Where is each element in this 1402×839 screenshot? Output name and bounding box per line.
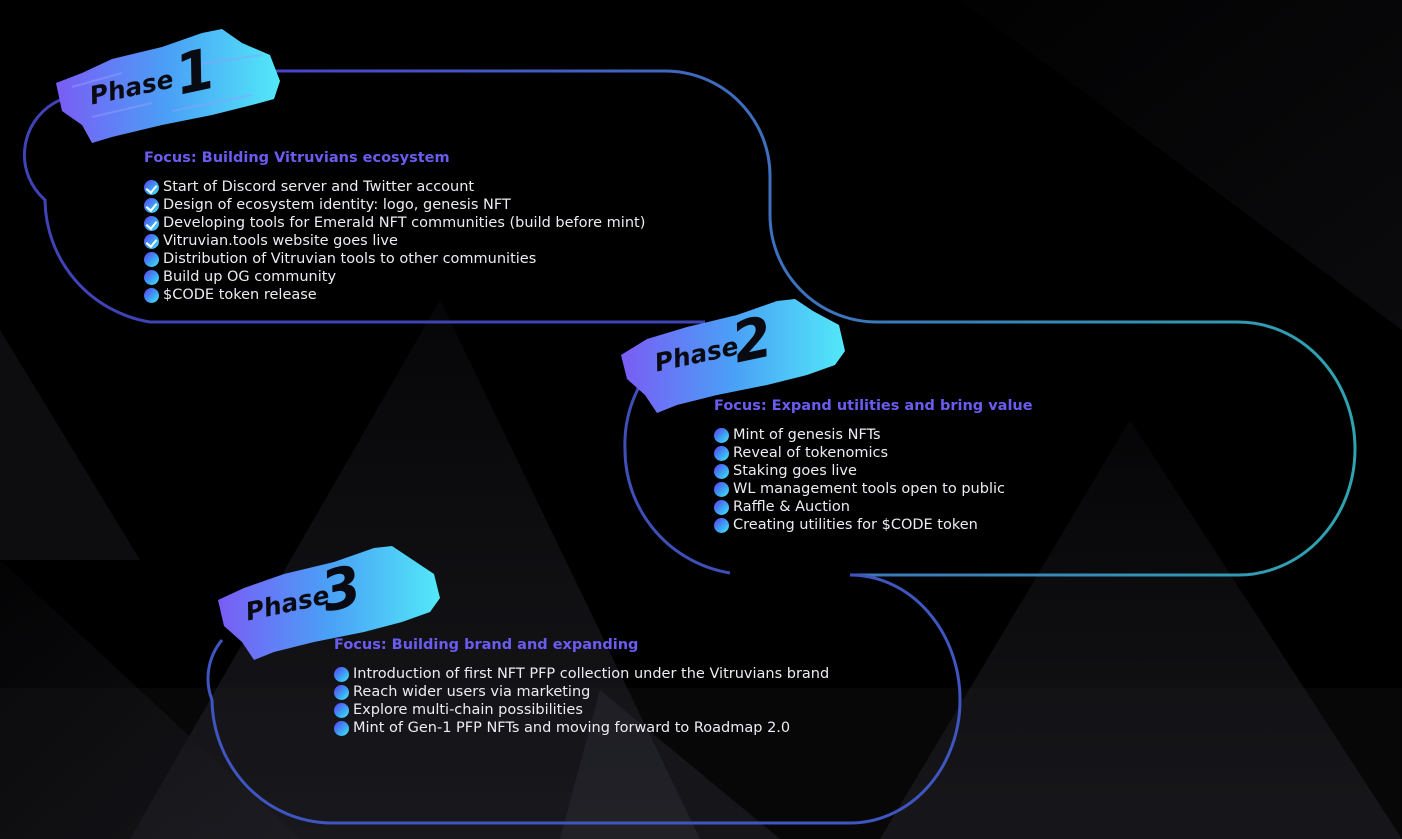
list-item: Developing tools for Emerald NFT communi… bbox=[144, 214, 645, 232]
list-item-text: Creating utilities for $CODE token bbox=[733, 517, 978, 533]
list-item: Staking goes live bbox=[714, 462, 1033, 480]
list-item-text: Raffle & Auction bbox=[733, 499, 850, 515]
list-item-text: Explore multi-chain possibilities bbox=[353, 702, 583, 718]
list-item: Build up OG community bbox=[144, 268, 645, 286]
bullet-dot-icon bbox=[334, 666, 349, 682]
list-item-text: Design of ecosystem identity: logo, gene… bbox=[163, 197, 511, 213]
list-item: Reveal of tokenomics bbox=[714, 444, 1033, 462]
list-item: Start of Discord server and Twitter acco… bbox=[144, 178, 645, 196]
list-item: Design of ecosystem identity: logo, gene… bbox=[144, 196, 645, 214]
list-item: Reach wider users via marketing bbox=[334, 683, 829, 701]
bullet-dot-icon bbox=[714, 499, 729, 515]
check-circle-icon bbox=[144, 215, 159, 231]
phase-1-list: Start of Discord server and Twitter acco… bbox=[144, 178, 645, 304]
list-item-text: Reach wider users via marketing bbox=[353, 684, 591, 700]
list-item-text: Developing tools for Emerald NFT communi… bbox=[163, 215, 646, 231]
bullet-dot-icon bbox=[714, 463, 729, 479]
list-item-text: Introduction of first NFT PFP collection… bbox=[353, 666, 830, 682]
list-item-text: Build up OG community bbox=[163, 269, 337, 285]
bullet-dot-icon bbox=[334, 720, 349, 736]
phase-1-focus: Focus: Building Vitruvians ecosystem bbox=[144, 150, 450, 166]
bullet-dot-icon bbox=[144, 269, 159, 285]
list-item-text: Distribution of Vitruvian tools to other… bbox=[163, 251, 537, 267]
list-item-text: Start of Discord server and Twitter acco… bbox=[163, 179, 475, 195]
phase-2-focus: Focus: Expand utilities and bring value bbox=[714, 398, 1033, 414]
brush-stroke-icon bbox=[621, 299, 845, 413]
phase-1-section: Focus: Building Vitruvians ecosystem Sta… bbox=[144, 150, 645, 304]
phase-3-section: Focus: Building brand and expanding Intr… bbox=[334, 637, 829, 737]
list-item: Introduction of first NFT PFP collection… bbox=[334, 665, 829, 683]
phase-1-badge: Phase 1 bbox=[52, 25, 284, 145]
brush-stroke-icon bbox=[218, 546, 440, 660]
list-item: Distribution of Vitruvian tools to other… bbox=[144, 250, 645, 268]
phase-3-focus: Focus: Building brand and expanding bbox=[334, 637, 639, 653]
list-item: Mint of Gen-1 PFP NFTs and moving forwar… bbox=[334, 719, 829, 737]
list-item: Mint of genesis NFTs bbox=[714, 426, 1033, 444]
list-item: Raffle & Auction bbox=[714, 498, 1033, 516]
phase-2-list: Mint of genesis NFTs Reveal of tokenomics… bbox=[714, 426, 1033, 534]
list-item: WL management tools open to public bbox=[714, 480, 1033, 498]
bullet-dot-icon bbox=[334, 702, 349, 718]
list-item-text: Reveal of tokenomics bbox=[733, 445, 889, 461]
bullet-dot-icon bbox=[144, 251, 159, 267]
list-item-text: Mint of Gen-1 PFP NFTs and moving forwar… bbox=[353, 720, 791, 736]
list-item: Vitruvian.tools website goes live bbox=[144, 232, 645, 250]
bullet-dot-icon bbox=[714, 517, 729, 533]
phase-2-section: Focus: Expand utilities and bring value … bbox=[714, 398, 1033, 534]
bullet-dot-icon bbox=[714, 481, 729, 497]
bullet-dot-icon bbox=[714, 445, 729, 461]
list-item: $CODE token release bbox=[144, 286, 645, 304]
bullet-dot-icon bbox=[714, 427, 729, 443]
bullet-dot-icon bbox=[144, 287, 159, 303]
phase-2-badge: Phase 2 bbox=[617, 295, 849, 415]
phase-3-badge: Phase 3 bbox=[214, 542, 446, 662]
phase-3-list: Introduction of first NFT PFP collection… bbox=[334, 665, 829, 737]
list-item-text: Staking goes live bbox=[733, 463, 857, 479]
list-item: Creating utilities for $CODE token bbox=[714, 516, 1033, 534]
list-item-text: $CODE token release bbox=[163, 287, 317, 303]
check-circle-icon bbox=[144, 197, 159, 213]
check-circle-icon bbox=[144, 233, 159, 249]
list-item-text: Mint of genesis NFTs bbox=[733, 427, 881, 443]
check-circle-icon bbox=[144, 179, 159, 195]
list-item-text: WL management tools open to public bbox=[733, 481, 1005, 497]
list-item-text: Vitruvian.tools website goes live bbox=[163, 233, 398, 249]
bullet-dot-icon bbox=[334, 684, 349, 700]
brush-stroke-icon bbox=[56, 29, 280, 143]
list-item: Explore multi-chain possibilities bbox=[334, 701, 829, 719]
